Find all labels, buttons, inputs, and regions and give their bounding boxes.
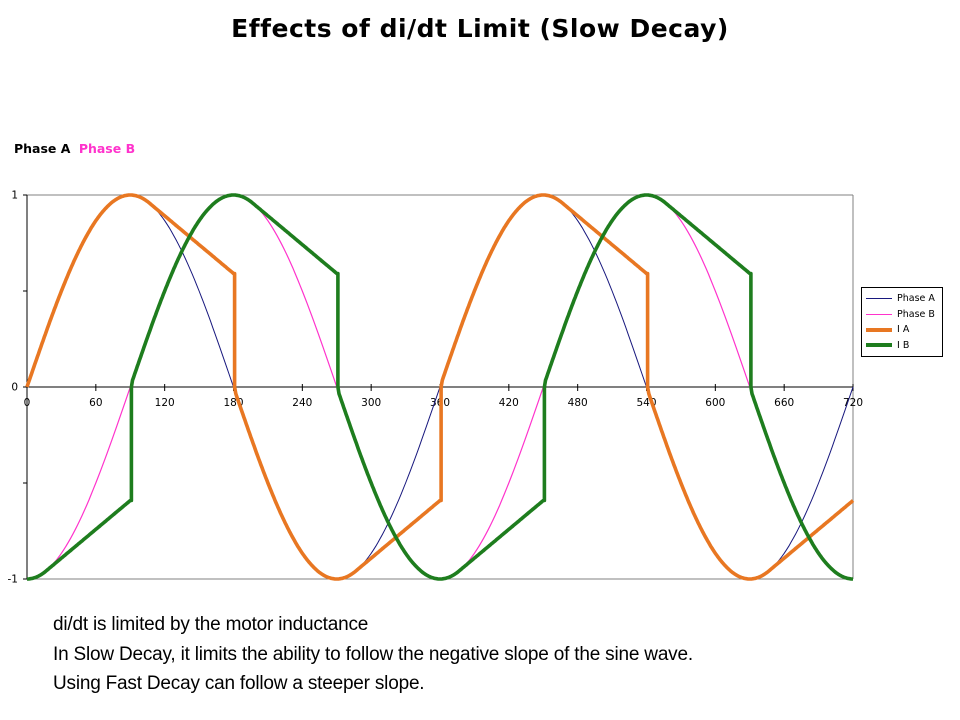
notes-line-3: Using Fast Decay can follow a steeper sl… [53, 673, 425, 694]
phase-header: Phase A Phase B [14, 141, 135, 156]
legend-line-sample [866, 343, 892, 348]
svg-text:480: 480 [568, 397, 588, 409]
svg-text:60: 60 [89, 397, 102, 409]
legend-item-phase-a: Phase A [866, 293, 938, 304]
phase-a-label: Phase A [14, 141, 71, 156]
legend-item-i-a: I A [866, 324, 938, 335]
phase-b-label: Phase B [78, 141, 136, 156]
notes-line-1: di/dt is limited by the motor inductance [53, 614, 369, 635]
svg-text:-1: -1 [8, 574, 18, 586]
legend-line-sample [866, 327, 892, 332]
slide-title: Effects of di/dt Limit (Slow Decay) [231, 14, 729, 43]
svg-text:420: 420 [499, 397, 519, 409]
legend-label: Phase A [897, 293, 935, 305]
legend-line-sample [866, 313, 892, 315]
chart-legend: Phase A Phase B I A I B [861, 287, 943, 357]
svg-text:0: 0 [24, 397, 31, 409]
legend-label: Phase B [897, 308, 935, 320]
svg-text:720: 720 [843, 397, 863, 409]
svg-text:600: 600 [705, 397, 725, 409]
svg-text:300: 300 [361, 397, 381, 409]
svg-text:240: 240 [292, 397, 312, 409]
notes-line-2: In Slow Decay, it limits the ability to … [53, 643, 693, 665]
legend-item-phase-b: Phase B [866, 309, 938, 320]
svg-text:660: 660 [774, 397, 794, 409]
svg-text:0: 0 [11, 382, 18, 394]
legend-label: I A [897, 324, 910, 336]
svg-text:1: 1 [11, 190, 18, 202]
legend-item-i-b: I B [866, 340, 938, 351]
svg-text:120: 120 [155, 397, 175, 409]
notes: di/dt is limited by the motor inductance… [53, 610, 693, 699]
legend-line-sample [866, 298, 892, 300]
legend-label: I B [897, 339, 910, 351]
